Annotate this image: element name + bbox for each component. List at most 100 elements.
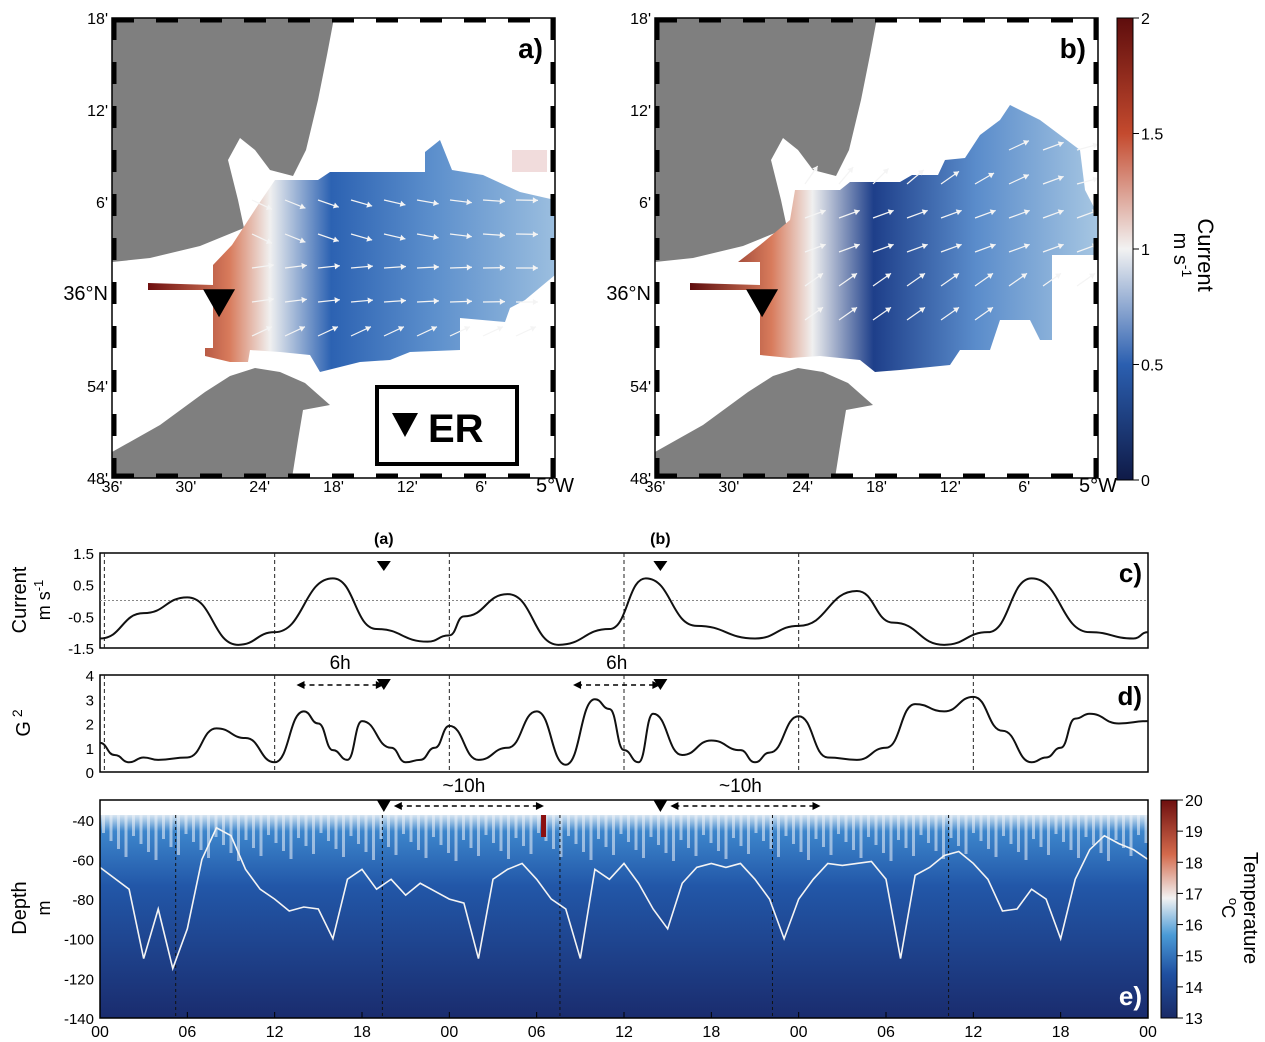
panel-e-surface-streak <box>432 815 435 837</box>
map-b-lon-tick-label: 5°W <box>1079 475 1117 497</box>
panel-c-ytick-label: 0.5 <box>73 578 94 595</box>
map-b-vector-head <box>1022 174 1029 180</box>
temperature-colorbar-ticks: 20 19 18 17 16 15 14 13 <box>1177 793 1203 1028</box>
map-a-lat-tick-label: 36°N <box>63 283 108 305</box>
panel-e-surface-streak <box>852 815 855 850</box>
panel-e-surface-streak <box>237 815 240 861</box>
panel-e-surface-streak <box>829 815 833 855</box>
panel-e-surface-streak <box>619 815 623 834</box>
map-a-lat-tick-label: 48' <box>87 471 108 488</box>
panel-e-surface-streak <box>409 815 413 842</box>
panel-e-surface-streak <box>529 815 533 854</box>
panel-e-surface-streak <box>229 815 233 853</box>
temperature-colorbar-tick-label: 16 <box>1185 918 1203 935</box>
panel-e-surface-streak <box>717 815 720 851</box>
panel-e-surface-streak <box>987 815 990 849</box>
panel-e-surface-streak <box>964 815 968 854</box>
current-colorbar-tick-label: 1 <box>1141 242 1150 259</box>
panel-e-ytick-label: -100 <box>64 932 94 949</box>
panel-e-surface-streak <box>469 815 473 848</box>
map-b-lon-tick-label: 18' <box>866 479 887 496</box>
panel-c-markers: (a) (b) <box>374 531 671 571</box>
panel-e-xtick-label: 12 <box>964 1024 982 1041</box>
panel-e-surface-streak <box>912 815 915 856</box>
panel-d-intervals: 6h 6h <box>296 653 668 690</box>
temperature-colorbar-tick-label: 13 <box>1185 1011 1203 1028</box>
panel-e-marker <box>376 800 391 812</box>
panel-e-surface-streak <box>282 815 285 851</box>
map-a-vector-head <box>334 263 340 270</box>
panel-e-surface-streak <box>1024 815 1028 860</box>
panel-d-yticks: 4 3 2 1 0 <box>86 668 94 782</box>
panel-e-surface-streak <box>244 815 248 840</box>
map-a-vector-head <box>499 298 505 305</box>
panel-e-surface-streak <box>589 815 593 860</box>
current-colorbar-ticks: 0 0.5 1 1.5 2 <box>1133 11 1163 490</box>
panel-c-yticks: 1.5 0.5 -0.5 -1.5 <box>68 546 94 658</box>
map-b-vector-head <box>1089 273 1096 279</box>
panel-e-surface-streak <box>784 815 788 836</box>
panel-e-marker <box>653 800 668 812</box>
map-a-station-marker <box>203 289 236 318</box>
panel-d-day-lines <box>103 675 974 772</box>
panel-e-surface-streak <box>822 815 825 847</box>
map-b-vector-head <box>1057 243 1064 250</box>
map-b-vector-head <box>1057 175 1064 182</box>
panel-c-day-lines <box>103 553 974 648</box>
panel-e-surface-streak <box>1009 815 1013 844</box>
panel-e-surface-streak <box>177 815 180 855</box>
temperature-colorbar-tick-label: 17 <box>1185 886 1203 903</box>
map-a-vector-head <box>268 262 274 269</box>
panel-e-surface-streak <box>514 815 518 838</box>
panel-e: -40-60-80-100-120-140 00 06 12 18 00 06 12 18 00… <box>9 776 1157 1041</box>
panel-e-surface-streak <box>949 815 953 838</box>
map-b-vector-head <box>987 307 994 313</box>
map-b-vector-head <box>885 273 892 279</box>
map-b-vector-head <box>853 243 860 250</box>
panel-c-marker <box>376 561 391 571</box>
panel-e-surface-streak <box>1137 815 1140 835</box>
panel-e-surface-streak <box>559 815 563 857</box>
map-b-vector-head <box>847 167 854 174</box>
temperature-colorbar: 20 19 18 17 16 15 14 13 Temperature oC <box>1160 793 1261 1028</box>
map-a-vector-head <box>496 326 503 332</box>
map-a-frame: 18' 12' 6' 36°N 54' 48'36' 30' 24' 18' 12' 6' 5°W <box>63 11 574 497</box>
map-b-arrows <box>804 140 1099 321</box>
panel-e-xtick-label: 00 <box>1139 1024 1157 1041</box>
map-a-lat-tick-label: 18' <box>87 11 108 28</box>
panel-e-xtick-label: 18 <box>1052 1024 1070 1041</box>
panel-e-surface-streak <box>1114 815 1118 840</box>
panel-e-surface-streak <box>694 815 698 856</box>
map-a-vector-head <box>397 326 404 332</box>
map-b-land-north <box>655 18 877 262</box>
panel-e-surface-streak <box>117 815 120 849</box>
panel-e-xtick-label: 06 <box>877 1024 895 1041</box>
panel-e-xticks: 00 06 12 18 00 06 12 18 00 06 12 18 00 <box>91 1012 1157 1041</box>
map-a-legend-label: ER <box>428 407 484 451</box>
map-b-current-field <box>690 105 1098 372</box>
map-a-patch <box>512 150 547 172</box>
panel-e-surface-streak <box>754 815 758 833</box>
panel-e-surface-streak <box>859 815 863 858</box>
map-b-vector-head <box>989 243 996 250</box>
map-b-vector-head <box>921 243 928 250</box>
panel-e-yticks: -40 -60 -80 -100 -120 -140 <box>64 813 94 1028</box>
map-b-station-triangle <box>746 289 779 318</box>
panel-e-surface-streak <box>574 815 578 844</box>
map-a-arrows <box>251 197 539 337</box>
map-a-station-triangle <box>203 289 236 318</box>
map-a-vector-head <box>332 202 339 209</box>
current-colorbar-tick-label: 1.5 <box>1141 127 1163 144</box>
panel-e-surface-streak <box>882 815 885 853</box>
panel-e-interval-label: ~10h <box>442 776 485 797</box>
map-a-vector-head <box>499 264 505 271</box>
panel-e-surface-streak <box>537 815 540 833</box>
panel-c-marker <box>653 561 668 571</box>
temperature-colorbar-tick-label: 20 <box>1185 793 1203 810</box>
map-a-vector-head <box>532 298 538 306</box>
panel-e-surface-streak <box>687 815 690 848</box>
panel-d-ytick-label: 3 <box>86 692 94 709</box>
map-b-vector-head <box>953 273 960 279</box>
panel-e-ytick-label: -120 <box>64 971 94 988</box>
map-a-lon-tick-label: 18' <box>323 479 344 496</box>
